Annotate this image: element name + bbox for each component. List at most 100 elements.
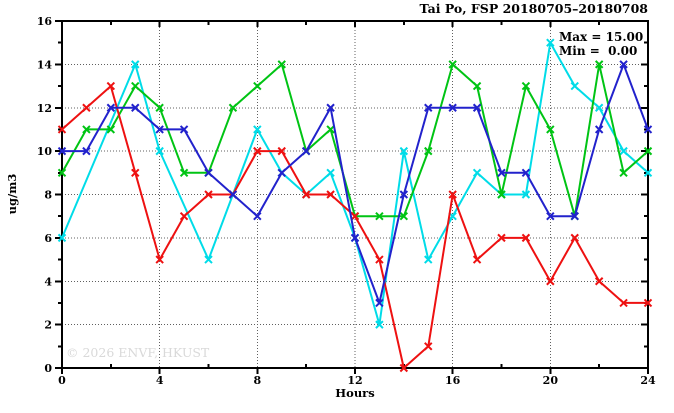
x-tick-label: 0 [58,374,66,387]
y-tick-label: 12 [37,102,52,115]
data-point-marker [643,298,653,308]
data-point-marker [253,125,262,134]
data-point-marker [350,211,360,221]
data-point-marker [546,277,555,286]
data-point-marker [619,298,628,308]
series-layer [57,38,653,373]
data-point-marker [521,81,531,91]
data-point-marker [204,190,213,199]
x-tick-label: 4 [156,374,164,387]
data-point-marker [546,38,555,47]
data-point-marker [546,125,555,134]
data-point-marker [82,103,91,112]
y-tick-label: 10 [37,145,53,158]
data-point-marker [277,60,286,69]
data-point-marker [399,190,409,199]
data-point-marker [497,168,506,178]
blue-series-markers [57,60,653,308]
y-tick-label: 8 [44,189,52,202]
data-point-marker [106,81,116,91]
red-series [57,81,653,373]
data-point-marker [57,125,67,134]
data-point-marker [424,342,433,351]
blue-series [57,60,653,308]
data-point-marker [375,255,384,264]
data-point-marker [155,255,164,264]
data-point-marker [277,168,286,178]
data-point-marker [155,146,164,156]
data-point-marker [424,103,433,112]
data-point-marker [253,81,262,91]
data-point-marker [570,211,579,221]
data-point-marker [570,233,579,243]
grid-layer [62,21,648,368]
data-point-marker [57,233,67,243]
data-point-marker [497,233,506,243]
chart-title: Tai Po, FSP 20180705–20180708 [420,1,649,16]
data-point-marker [326,103,335,112]
data-point-marker [521,190,531,199]
x-axis-label: Hours [335,386,374,400]
data-point-marker [448,103,457,112]
data-point-marker [131,168,140,178]
data-point-marker [179,168,189,178]
data-point-marker [521,168,531,178]
data-point-marker [57,168,67,178]
x-tick-label: 8 [254,374,262,387]
data-point-marker [82,125,91,134]
data-point-marker [82,146,91,156]
x-tick-label: 20 [543,374,559,387]
y-tick-label: 6 [44,232,52,245]
data-point-marker [594,103,604,112]
data-point-marker [131,81,140,91]
y-axis-label: ug/m3 [5,174,19,215]
data-point-marker [179,125,189,134]
data-point-marker [204,168,213,178]
data-point-marker [546,211,555,221]
y-tick-label: 16 [37,15,53,28]
data-point-marker [155,125,164,134]
legend-min-label: Min = 0.00 [559,44,637,58]
red-series-line [61,85,648,369]
data-point-marker [594,125,604,134]
data-point-marker [521,233,531,243]
data-point-marker [326,190,335,199]
data-point-marker [643,168,653,178]
x-tick-label: 24 [640,374,656,387]
data-point-marker [570,81,579,91]
data-point-marker [57,146,67,156]
data-point-marker [253,146,262,156]
data-point-marker [399,146,409,156]
data-point-marker [472,168,482,178]
data-point-marker [131,60,140,69]
data-point-marker [448,190,457,199]
y-tick-label: 0 [44,362,52,375]
data-point-marker [131,103,140,112]
data-point-marker [497,190,506,199]
data-point-marker [399,211,409,221]
tick-layer [55,20,649,374]
green-series-markers [57,60,653,221]
data-point-marker [350,233,360,243]
y-tick-label: 4 [44,275,52,288]
data-point-marker [375,211,384,221]
data-point-marker [472,81,482,91]
data-point-marker [228,190,238,199]
data-point-marker [448,60,457,69]
legend-max-label: Max = 15.00 [559,30,643,44]
data-point-marker [472,103,482,112]
red-series-markers [57,81,653,373]
data-point-marker [204,255,213,264]
data-point-marker [424,146,433,156]
data-point-marker [594,60,604,69]
data-point-marker [399,363,409,373]
y-tick-label: 2 [44,319,52,332]
data-point-marker [375,298,384,308]
data-point-marker [619,168,628,178]
data-point-marker [472,255,482,264]
data-point-marker [424,255,433,264]
data-point-marker [301,190,311,199]
data-point-marker [106,125,116,134]
